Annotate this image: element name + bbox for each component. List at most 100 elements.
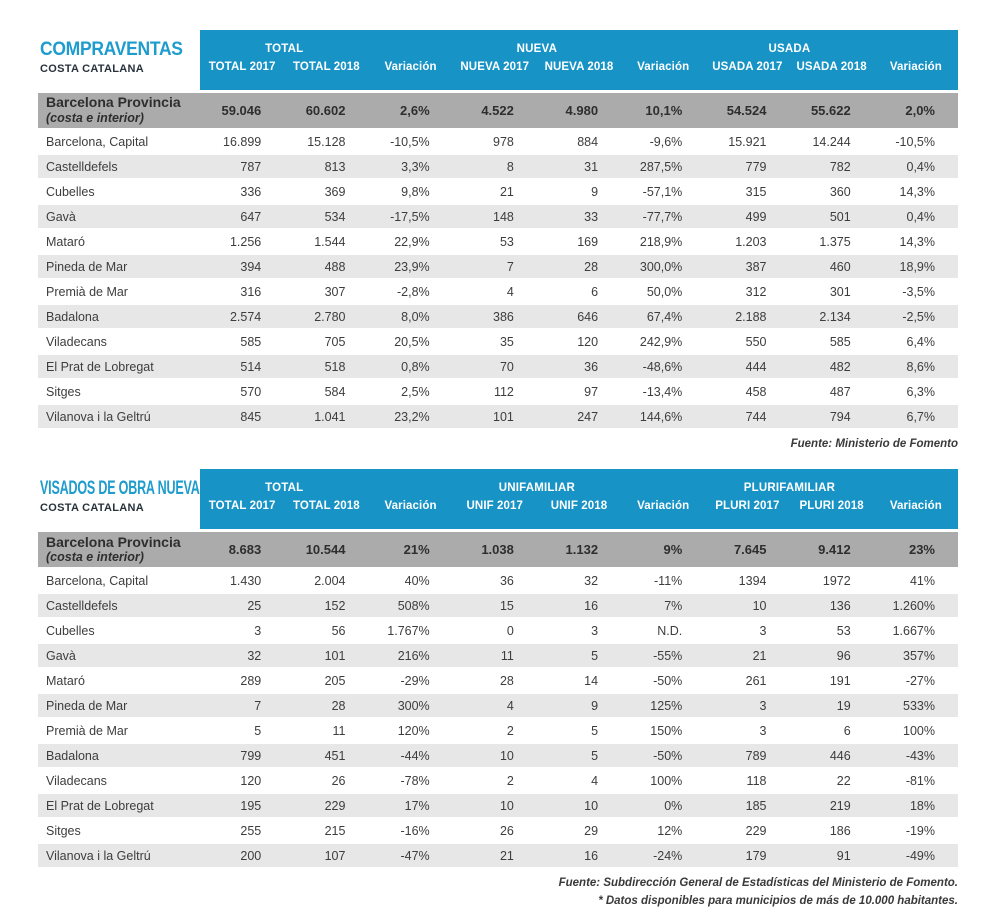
group-header-spacer bbox=[368, 469, 453, 497]
table-title: COMPRAVENTAS bbox=[40, 39, 183, 60]
value-cell: 1.041 bbox=[284, 404, 369, 430]
visados-table: VISADOS DE OBRA NUEVA COSTA CATALANA TOTAL… bbox=[38, 469, 958, 870]
value-cell: 1.260% bbox=[873, 593, 958, 620]
value-cell: -50% bbox=[621, 668, 706, 695]
value-cell: 1394 bbox=[705, 568, 790, 595]
value-cell: 3,3% bbox=[368, 154, 453, 180]
value-cell: 97 bbox=[536, 379, 622, 405]
value-cell: 96 bbox=[789, 643, 874, 670]
value-cell: 5 bbox=[536, 743, 622, 770]
value-cell: 169 bbox=[536, 229, 622, 255]
value-cell: 8,6% bbox=[873, 354, 958, 380]
value-cell: 799 bbox=[200, 743, 285, 770]
province-total-row: Barcelona Provincia (costa e interior) 59.… bbox=[38, 90, 958, 130]
value-cell: 8 bbox=[452, 154, 537, 180]
value-cell: 782 bbox=[789, 154, 874, 180]
value-cell: 534 bbox=[284, 204, 369, 230]
value-cell: 50,0% bbox=[621, 279, 706, 305]
total-row-label: Barcelona Provincia (costa e interior) bbox=[38, 529, 201, 570]
row-label: Cubelles bbox=[38, 618, 201, 645]
value-cell: 150% bbox=[621, 718, 706, 745]
value-cell: 307 bbox=[284, 279, 369, 305]
value-cell: 482 bbox=[789, 354, 874, 380]
group-header: UNIFAMILIAR bbox=[452, 469, 622, 497]
value-cell: -81% bbox=[873, 768, 958, 795]
value-cell: 501 bbox=[789, 204, 874, 230]
value-cell: 179 bbox=[705, 843, 790, 870]
value-cell: 14.244 bbox=[789, 129, 874, 155]
value-cell: 53 bbox=[789, 618, 874, 645]
value-cell: 15.921 bbox=[705, 129, 790, 155]
column-header: UNIF 2017 bbox=[452, 496, 537, 531]
value-cell: 14,3% bbox=[873, 179, 958, 205]
value-cell: 2.134 bbox=[789, 304, 874, 330]
province-total-row: Barcelona Provincia (costa e interior) 8.6… bbox=[38, 529, 958, 570]
value-cell: 25 bbox=[200, 593, 285, 620]
value-cell: 101 bbox=[452, 404, 537, 430]
table-row: Pineda de Mar 394 488 23,9% 7 28 300,0% 387 460 1… bbox=[38, 254, 958, 280]
total-label-name: Barcelona Provincia bbox=[46, 533, 181, 550]
value-cell: 705 bbox=[284, 329, 369, 355]
value-cell: 11 bbox=[284, 718, 369, 745]
value-cell: -10,5% bbox=[873, 129, 958, 155]
row-label: Castelldefels bbox=[38, 154, 201, 180]
group-header-row: VISADOS DE OBRA NUEVA COSTA CATALANA TOTAL… bbox=[38, 469, 958, 531]
value-cell: 0,4% bbox=[873, 154, 958, 180]
column-header-row: TOTAL 2017 TOTAL 2018 Variación NUEVA 2017 N… bbox=[38, 57, 958, 92]
value-cell: -2,8% bbox=[368, 279, 453, 305]
value-cell: 9 bbox=[536, 179, 622, 205]
row-label: Gavà bbox=[38, 643, 201, 670]
value-cell: 216% bbox=[368, 643, 453, 670]
value-cell: 36 bbox=[536, 354, 622, 380]
value-cell: 386 bbox=[452, 304, 537, 330]
value-cell: 585 bbox=[789, 329, 874, 355]
value-cell: 67,4% bbox=[621, 304, 706, 330]
table-row: Vilanova i la Geltrú 200 107 -47% 21 16 -24% 17… bbox=[38, 843, 958, 870]
total-value-cell: 23% bbox=[873, 529, 958, 570]
value-cell: 2.004 bbox=[284, 568, 369, 595]
group-header: PLURIFAMILIAR bbox=[705, 469, 874, 497]
value-cell: 789 bbox=[705, 743, 790, 770]
value-cell: 0% bbox=[621, 793, 706, 820]
value-cell: 23,2% bbox=[368, 404, 453, 430]
value-cell: 14,3% bbox=[873, 229, 958, 255]
table-row: Vilanova i la Geltrú 845 1.041 23,2% 101 247 1… bbox=[38, 404, 958, 430]
value-cell: 0 bbox=[452, 618, 537, 645]
value-cell: 357% bbox=[873, 643, 958, 670]
value-cell: 300% bbox=[368, 693, 453, 720]
row-label: El Prat de Lobregat bbox=[38, 354, 201, 380]
value-cell: 4 bbox=[452, 693, 537, 720]
group-header: TOTAL bbox=[200, 469, 369, 497]
value-cell: 36 bbox=[452, 568, 537, 595]
value-cell: -29% bbox=[368, 668, 453, 695]
column-header: Variación bbox=[621, 57, 706, 92]
value-cell: 185 bbox=[705, 793, 790, 820]
value-cell: 1.256 bbox=[200, 229, 285, 255]
value-cell: 186 bbox=[789, 818, 874, 845]
value-cell: N.D. bbox=[621, 618, 706, 645]
value-cell: 12% bbox=[621, 818, 706, 845]
value-cell: 120% bbox=[368, 718, 453, 745]
value-cell: 17% bbox=[368, 793, 453, 820]
value-cell: 18,9% bbox=[873, 254, 958, 280]
value-cell: 1.430 bbox=[200, 568, 285, 595]
value-cell: 21 bbox=[452, 843, 537, 870]
total-label-name: Barcelona Provincia bbox=[46, 94, 181, 111]
value-cell: -49% bbox=[873, 843, 958, 870]
table-row: Mataró 289 205 -29% 28 14 -50% 261 191 -27% bbox=[38, 668, 958, 695]
value-cell: 10 bbox=[536, 793, 622, 820]
column-header: Variación bbox=[873, 57, 958, 92]
value-cell: 4 bbox=[452, 279, 537, 305]
table-subtitle: COSTA CATALANA bbox=[40, 63, 145, 75]
compraventas-section: COMPRAVENTAS COSTA CATALANA TOTAL NUEVA USAD… bbox=[38, 30, 958, 453]
value-cell: 508% bbox=[368, 593, 453, 620]
value-cell: 195 bbox=[200, 793, 285, 820]
column-header: Variación bbox=[621, 496, 706, 531]
total-value-cell: 9% bbox=[621, 529, 706, 570]
group-header: USADA bbox=[705, 30, 874, 57]
value-cell: 11 bbox=[452, 643, 537, 670]
total-value-cell: 59.046 bbox=[200, 90, 285, 130]
row-label: Vilanova i la Geltrú bbox=[38, 404, 201, 430]
value-cell: 20,5% bbox=[368, 329, 453, 355]
value-cell: 1.767% bbox=[368, 618, 453, 645]
